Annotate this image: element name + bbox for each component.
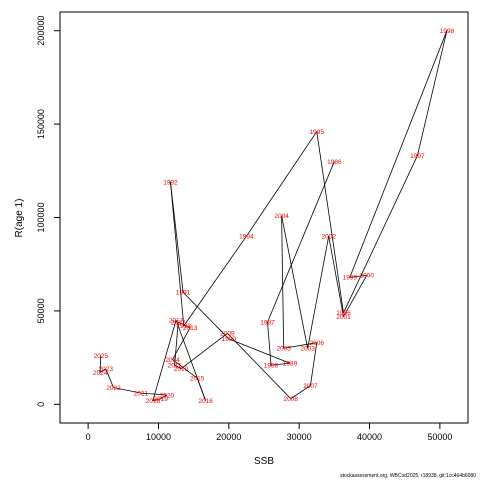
trajectory-segment (281, 215, 309, 349)
year-label-2008: 2008 (283, 396, 298, 403)
trajectory-segment (283, 342, 317, 349)
year-label-2017: 2017 (169, 318, 184, 325)
year-label-2002: 2002 (321, 233, 336, 240)
trajectory-segment (170, 181, 185, 326)
trajectory-segment (180, 333, 228, 370)
trajectory-segment (105, 368, 114, 388)
trajectory-segment (227, 333, 292, 399)
trajectory-segment (307, 236, 330, 349)
trajectory-segment (152, 398, 161, 401)
x-tick-label: 30000 (287, 432, 312, 442)
year-label-2018: 2018 (146, 398, 161, 405)
trajectory-segment (228, 338, 291, 364)
trajectory-segment (267, 161, 335, 323)
trajectory-segment (343, 155, 418, 313)
y-axis: 0 50000 100000 150000 200000 (36, 16, 61, 407)
year-label-2013: 2013 (183, 325, 198, 332)
trajectory-segment (170, 181, 184, 293)
trajectory-lines (99, 30, 448, 401)
year-label-2025: 2025 (94, 353, 109, 360)
trajectory-segment (160, 394, 168, 400)
year-label-1998: 1998 (440, 28, 455, 35)
year-label-2016: 2016 (198, 398, 213, 405)
year-label-2015: 2015 (190, 375, 205, 382)
year-label-1990: 1990 (222, 336, 237, 343)
year-label-1986: 1986 (327, 159, 342, 166)
year-label-2022: 2022 (106, 385, 121, 392)
y-axis-title: R(age 1) (14, 199, 25, 238)
trajectory-segment (99, 355, 102, 373)
year-label-1995: 1995 (310, 129, 325, 136)
trajectory-segment (281, 215, 285, 349)
trajectory-segment (416, 30, 448, 156)
year-label-2005: 2005 (276, 346, 291, 353)
year-label-2010: 2010 (174, 366, 189, 373)
year-label-1987: 1987 (260, 319, 275, 326)
trajectory-segment (99, 368, 106, 373)
year-label-2011: 2011 (168, 362, 182, 369)
year-label-1999: 1999 (343, 275, 358, 282)
year-label-1997: 1997 (410, 153, 425, 160)
x-tick-label: 10000 (146, 432, 171, 442)
year-label-2009: 2009 (220, 331, 235, 338)
trajectory-segment (270, 362, 291, 366)
year-label-1996: 1996 (336, 310, 351, 317)
year-labels: 1992 1991 1993 1994 1995 1996 1997 1998 1999 2000… (93, 28, 455, 405)
year-label-2006: 2006 (310, 340, 325, 347)
trajectory-segment (113, 387, 141, 394)
year-label-1989: 1989 (283, 361, 298, 368)
trajectory-segment (246, 131, 318, 237)
x-axis-title: SSB (254, 456, 274, 467)
trajectory-segment (140, 392, 167, 396)
y-tick-label: 100000 (36, 202, 46, 232)
y-tick-label: 200000 (36, 16, 46, 46)
trajectory-segment (310, 342, 318, 386)
year-label-2003: 2003 (300, 346, 315, 353)
y-tick-label: 50000 (36, 298, 46, 323)
year-label-2000: 2000 (359, 273, 374, 280)
year-label-2001: 2001 (336, 314, 351, 321)
trajectory-segment (316, 131, 344, 313)
footer-note: stockassessment.org, WBCod2025, r18938, … (340, 473, 476, 479)
year-label-2023: 2023 (98, 366, 113, 373)
trajectory-segment (152, 320, 177, 401)
year-label-2021: 2021 (134, 390, 149, 397)
trajectory-segment (290, 385, 311, 400)
x-tick-label: 40000 (357, 432, 382, 442)
trajectory-segment (174, 322, 179, 366)
year-label-1992: 1992 (163, 179, 178, 186)
trajectory-segment (328, 236, 344, 317)
x-tick-label: 50000 (427, 432, 452, 442)
trajectory-segment (267, 322, 272, 366)
year-label-2007: 2007 (303, 383, 318, 390)
year-label-1991: 1991 (176, 290, 191, 297)
trajectory-segment (178, 321, 191, 329)
year-label-2004: 2004 (274, 213, 289, 220)
year-label-2019: 2019 (153, 396, 168, 403)
trajectory-segment (343, 275, 368, 317)
year-label-1994: 1994 (239, 233, 254, 240)
y-tick-label: 0 (36, 402, 46, 407)
trajectory-segment (172, 327, 191, 360)
trajectory-segment (175, 320, 206, 401)
trajectory-segment (183, 235, 247, 327)
trajectory-segment (349, 275, 367, 278)
year-label-2012: 2012 (171, 319, 186, 326)
trajectory-segment (172, 359, 198, 379)
x-tick-label: 20000 (216, 432, 241, 442)
trajectory-segment (349, 30, 448, 278)
y-tick-label: 150000 (36, 109, 46, 139)
year-label-2020: 2020 (160, 392, 175, 399)
x-tick-label: 0 (86, 432, 91, 442)
x-axis: 0 10000 20000 30000 40000 50000 (86, 422, 452, 442)
trajectory-segment (182, 291, 230, 340)
year-label-1993: 1993 (177, 323, 192, 330)
year-label-1988: 1988 (264, 362, 279, 369)
trajectory-segment (174, 364, 182, 370)
year-label-2024: 2024 (93, 370, 108, 377)
year-label-2014: 2014 (165, 357, 180, 364)
